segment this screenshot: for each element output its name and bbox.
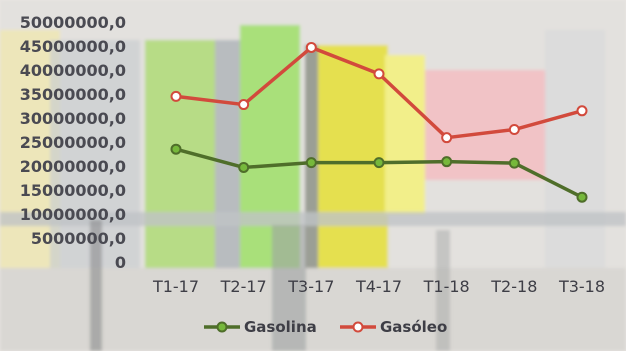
series-1-point	[508, 157, 520, 169]
x-tick-label: T3-18	[558, 277, 605, 296]
series-1-point	[441, 156, 453, 168]
y-tick-label: 40000000,0	[20, 61, 126, 80]
x-tick-label: T2-17	[220, 277, 267, 296]
series-1-point	[238, 161, 250, 173]
y-tick-label: 45000000,0	[20, 37, 126, 56]
series-1-point	[576, 191, 588, 203]
x-tick-label: T1-17	[152, 277, 199, 296]
y-tick-label: 10000000,0	[20, 205, 126, 224]
series-1-point	[373, 157, 385, 169]
series-1-point	[305, 157, 317, 169]
series-2-point	[508, 124, 520, 136]
y-tick-label: 35000000,0	[20, 85, 126, 104]
y-tick-label: 25000000,0	[20, 133, 126, 152]
legend-marker	[352, 321, 364, 333]
series-2-point	[441, 132, 453, 144]
y-tick-label: 20000000,0	[20, 157, 126, 176]
x-tick-label: T3-17	[287, 277, 334, 296]
y-tick-label: 0	[115, 253, 126, 272]
y-tick-label: 5000000,0	[31, 229, 126, 248]
series-2-point	[238, 99, 250, 111]
x-tick-label: T1-18	[423, 277, 470, 296]
x-tick-label: T2-18	[490, 277, 537, 296]
series-2-point	[576, 105, 588, 117]
y-tick-label: 30000000,0	[20, 109, 126, 128]
y-tick-label: 15000000,0	[20, 181, 126, 200]
series-1-point	[170, 143, 182, 155]
series-2-point	[305, 41, 317, 53]
legend-label: Gasolina	[244, 318, 317, 336]
series-2-point	[170, 90, 182, 102]
y-tick-label: 50000000,0	[20, 13, 126, 32]
legend: Gasolina Gasóleo	[204, 318, 447, 336]
series-2-point	[373, 68, 385, 80]
x-tick-label: T4-17	[355, 277, 402, 296]
legend-marker	[216, 321, 228, 333]
legend-label: Gasóleo	[380, 318, 447, 336]
